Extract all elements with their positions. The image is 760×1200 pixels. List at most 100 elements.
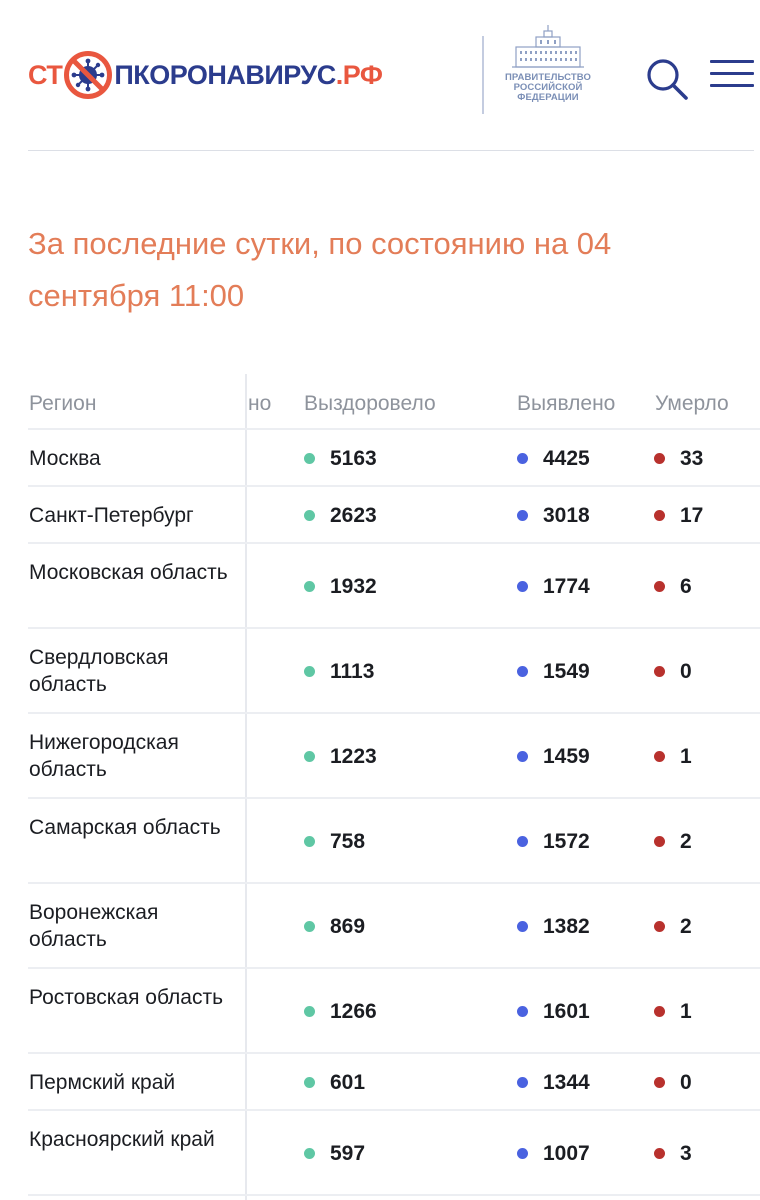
detected-dot-icon: [517, 666, 528, 677]
recovered-dot-icon: [304, 836, 315, 847]
detected-cell: 1774: [517, 573, 590, 600]
died-cell: 3: [654, 1140, 692, 1167]
died-cell: 1: [654, 743, 692, 770]
table-row[interactable]: Нижегородская область 1223 1459 1: [28, 714, 760, 799]
detected-cell: 1459: [517, 743, 590, 770]
died-cell: 0: [654, 658, 692, 685]
detected-cell: 1344: [517, 1069, 590, 1096]
recovered-value: 1223: [330, 744, 377, 768]
detected-dot-icon: [517, 751, 528, 762]
recovered-cell: 597: [304, 1140, 365, 1167]
recovered-value: 1932: [330, 574, 377, 598]
table-row[interactable]: Пермский край 601 1344 0: [28, 1054, 760, 1111]
detected-value: 4425: [543, 446, 590, 470]
recovered-cell: 5163: [304, 445, 377, 472]
detected-value: 1549: [543, 659, 590, 683]
recovered-value: 5163: [330, 446, 377, 470]
recovered-cell: 1113: [304, 658, 374, 685]
recovered-dot-icon: [304, 921, 315, 932]
recovered-value: 597: [330, 1141, 366, 1165]
detected-cell: 1007: [517, 1140, 590, 1167]
table-header: Регион но Выздоровело Выявлено Умерло: [28, 374, 760, 430]
died-dot-icon: [654, 1006, 665, 1017]
column-header-detected[interactable]: Выявлено: [517, 392, 616, 415]
died-value: 3: [680, 1141, 692, 1165]
died-dot-icon: [654, 751, 665, 762]
died-dot-icon: [654, 666, 665, 677]
recovered-dot-icon: [304, 510, 315, 521]
recovered-dot-icon: [304, 751, 315, 762]
gov-line-2: РОССИЙСКОЙ: [513, 82, 583, 93]
detected-dot-icon: [517, 1006, 528, 1017]
regions-table: Регион но Выздоровело Выявлено Умерло Мо…: [28, 374, 760, 1196]
detected-value: 1344: [543, 1070, 590, 1094]
detected-value: 1572: [543, 829, 590, 853]
died-value: 0: [680, 659, 692, 683]
recovered-cell: 1266: [304, 998, 377, 1025]
died-dot-icon: [654, 581, 665, 592]
detected-cell: 1572: [517, 828, 590, 855]
column-header-died[interactable]: Умерло: [655, 392, 729, 415]
recovered-value: 2623: [330, 503, 377, 527]
died-cell: 1: [654, 998, 692, 1025]
recovered-cell: 601: [304, 1069, 365, 1096]
died-dot-icon: [654, 1148, 665, 1159]
died-value: 17: [680, 503, 704, 527]
table-row[interactable]: Санкт-Петербург 2623 3018 17: [28, 487, 760, 544]
hamburger-line: [710, 72, 754, 75]
died-dot-icon: [654, 1077, 665, 1088]
logo-text-main: ПКОРОНАВИРУС: [114, 59, 336, 90]
detected-dot-icon: [517, 1077, 528, 1088]
died-value: 1: [680, 999, 692, 1023]
recovered-dot-icon: [304, 666, 315, 677]
detected-value: 1774: [543, 574, 590, 598]
column-header-hidden[interactable]: но: [248, 392, 272, 415]
region-name: Самарская область: [29, 816, 221, 839]
site-logo[interactable]: СТ ПКОРОНАВИРУС .: [28, 46, 383, 104]
died-value: 33: [680, 446, 704, 470]
detected-cell: 1549: [517, 658, 590, 685]
table-row[interactable]: Свердловская область 1113 1549 0: [28, 629, 760, 714]
recovered-dot-icon: [304, 1148, 315, 1159]
died-value: 6: [680, 574, 692, 598]
government-logo-text: ПРАВИТЕЛЬСТВО РОССИЙСКОЙ ФЕДЕРАЦИИ: [500, 73, 596, 103]
table-row[interactable]: Красноярский край 597 1007 3: [28, 1111, 760, 1196]
logo-text-domain: .РФ: [335, 59, 383, 90]
recovered-value: 869: [330, 914, 366, 938]
died-cell: 6: [654, 573, 692, 600]
table-row[interactable]: Ростовская область 1266 1601 1: [28, 969, 760, 1054]
menu-button[interactable]: [710, 60, 754, 92]
government-logo[interactable]: ПРАВИТЕЛЬСТВО РОССИЙСКОЙ ФЕДЕРАЦИИ: [500, 24, 596, 114]
table-row[interactable]: Москва 5163 4425 33: [28, 430, 760, 487]
detected-dot-icon: [517, 836, 528, 847]
table-row[interactable]: Самарская область 758 1572 2: [28, 799, 760, 884]
detected-dot-icon: [517, 453, 528, 464]
search-button[interactable]: [644, 56, 690, 102]
recovered-dot-icon: [304, 1006, 315, 1017]
died-cell: 2: [654, 828, 692, 855]
died-value: 2: [680, 914, 692, 938]
recovered-value: 1113: [330, 659, 375, 683]
search-icon: [647, 59, 688, 100]
died-dot-icon: [654, 921, 665, 932]
gov-line-3: ФЕДЕРАЦИИ: [517, 92, 579, 103]
header-divider: [482, 36, 484, 114]
detected-dot-icon: [517, 581, 528, 592]
table-row[interactable]: Московская область 1932 1774 6: [28, 544, 760, 629]
column-header-region[interactable]: Регион: [29, 392, 97, 415]
detected-value: 1382: [543, 914, 590, 938]
sticky-column-divider: [245, 374, 247, 1200]
died-cell: 33: [654, 445, 703, 472]
region-name: Московская область: [29, 561, 228, 584]
died-value: 1: [680, 744, 692, 768]
hamburger-menu-icon: [710, 60, 754, 63]
table-row[interactable]: Воронежская область 869 1382 2: [28, 884, 760, 969]
recovered-dot-icon: [304, 453, 315, 464]
detected-cell: 3018: [517, 502, 590, 529]
column-header-recovered[interactable]: Выздоровело: [304, 392, 436, 415]
hamburger-line: [710, 84, 754, 87]
virus-stop-icon: [64, 51, 113, 99]
recovered-value: 1266: [330, 999, 377, 1023]
recovered-dot-icon: [304, 581, 315, 592]
detected-dot-icon: [517, 510, 528, 521]
